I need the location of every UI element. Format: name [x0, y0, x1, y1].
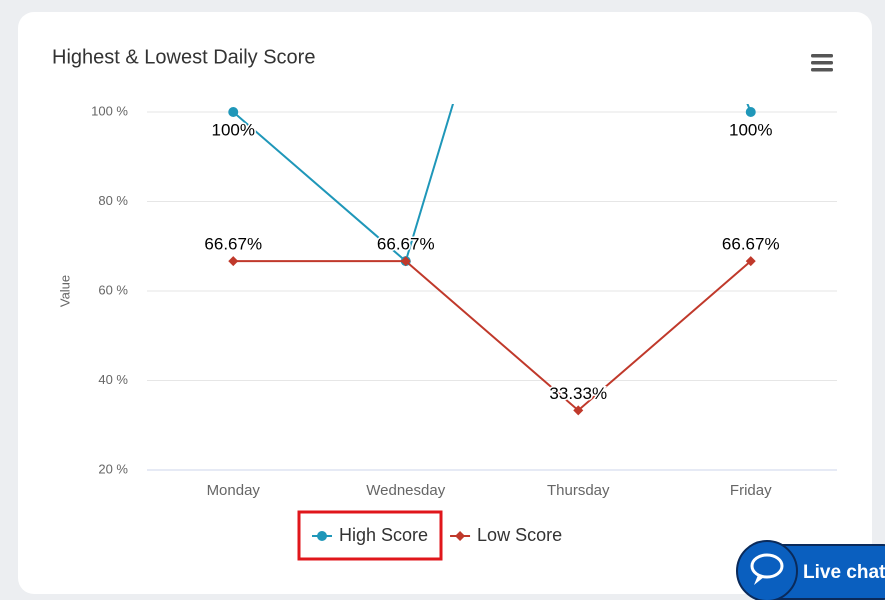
- marker: [745, 256, 756, 267]
- live-chat-button[interactable]: Live chat: [736, 540, 885, 600]
- data-label: 66.67%: [204, 235, 262, 254]
- data-label: 33.33%: [549, 384, 607, 403]
- data-label: 100%: [729, 120, 772, 139]
- series-area: [228, 104, 756, 416]
- plot: 20 % 40 % 60 % 80 % 100 % Monday Wednesday Thur…: [91, 103, 837, 545]
- y-tick-label: 40 %: [98, 372, 128, 387]
- marker: [745, 107, 756, 117]
- card: [18, 12, 872, 594]
- legend-marker: [317, 531, 327, 541]
- legend-label[interactable]: High Score: [339, 525, 428, 545]
- y-tick-label: 80 %: [98, 193, 128, 208]
- legend-label[interactable]: Low Score: [477, 525, 562, 545]
- marker: [573, 405, 584, 416]
- marker: [400, 256, 411, 267]
- chart-title: Highest & Lowest Daily Score: [52, 46, 315, 68]
- y-tick-label: 100 %: [91, 103, 128, 118]
- data-label: 66.67%: [377, 235, 435, 254]
- x-tick-label: Friday: [730, 482, 772, 499]
- data-label: 66.67%: [722, 235, 780, 254]
- x-tick-label: Thursday: [547, 482, 610, 499]
- x-tick-label: Monday: [207, 482, 261, 499]
- x-tick-label: Wednesday: [366, 482, 445, 499]
- line: [233, 260, 752, 412]
- marker: [228, 107, 239, 117]
- data-label: 100%: [212, 120, 255, 139]
- y-tick-label: 20 %: [98, 461, 128, 476]
- live-chat-label[interactable]: Live chat: [803, 562, 885, 583]
- y-axis-title: Value: [57, 275, 72, 307]
- legend-marker: [455, 531, 466, 541]
- y-tick-label: 60 %: [98, 282, 128, 297]
- highlight-box: [297, 510, 443, 561]
- menu-button[interactable]: [811, 54, 833, 72]
- marker: [228, 256, 239, 267]
- line: [232, 104, 752, 263]
